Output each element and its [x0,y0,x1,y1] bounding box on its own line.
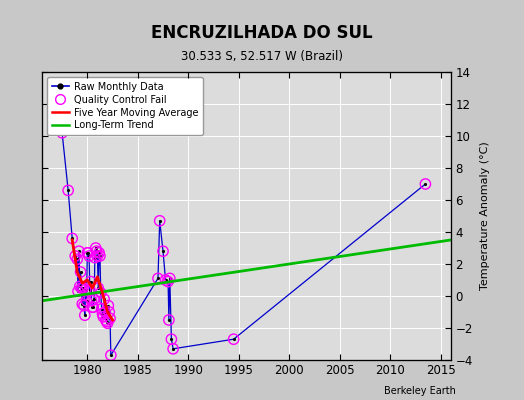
Point [106,315,114,322]
Point [97,306,106,312]
Point [75,248,83,254]
Point [156,218,164,224]
Y-axis label: Temperature Anomaly (°C): Temperature Anomaly (°C) [480,142,490,290]
Point [75,283,84,290]
Point [166,275,174,282]
Point [58,130,67,136]
Point [102,317,110,323]
Point [100,296,108,302]
Point [95,250,103,256]
Point [165,317,173,323]
Point [105,309,113,315]
Text: Berkeley Earth: Berkeley Earth [384,386,456,396]
Text: 30.533 S, 52.517 W (Brazil): 30.533 S, 52.517 W (Brazil) [181,50,343,63]
Legend: Raw Monthly Data, Quality Control Fail, Five Year Moving Average, Long-Term Tren: Raw Monthly Data, Quality Control Fail, … [47,77,203,135]
Point [85,253,93,259]
Point [230,336,238,342]
Point [64,187,72,194]
Point [74,288,82,294]
Point [93,253,102,259]
Point [83,250,92,256]
Text: ENCRUZILHADA DO SUL: ENCRUZILHADA DO SUL [151,24,373,42]
Point [73,256,81,262]
Point [96,253,104,259]
Point [89,304,97,310]
Point [104,302,113,309]
Point [77,285,85,291]
Point [84,250,92,256]
Point [169,346,177,352]
Point [71,253,80,259]
Point [88,304,96,310]
Point [103,318,111,325]
Point [78,301,86,307]
Point [107,352,115,358]
Point [81,312,89,318]
Point [161,277,170,283]
Point [154,275,162,282]
Point [167,336,176,342]
Point [103,320,112,326]
Point [81,286,90,293]
Point [99,314,107,320]
Point [421,181,430,187]
Point [99,310,107,317]
Point [82,298,91,304]
Point [164,278,172,285]
Point [85,286,94,293]
Point [68,235,77,242]
Point [90,296,99,302]
Point [92,245,100,251]
Point [77,269,85,275]
Point [92,248,101,254]
Point [101,309,109,315]
Point [88,298,96,304]
Point [86,278,95,285]
Point [94,285,102,291]
Point [80,302,88,309]
Point [96,290,105,296]
Point [91,254,99,261]
Point [79,285,88,291]
Point [159,248,167,254]
